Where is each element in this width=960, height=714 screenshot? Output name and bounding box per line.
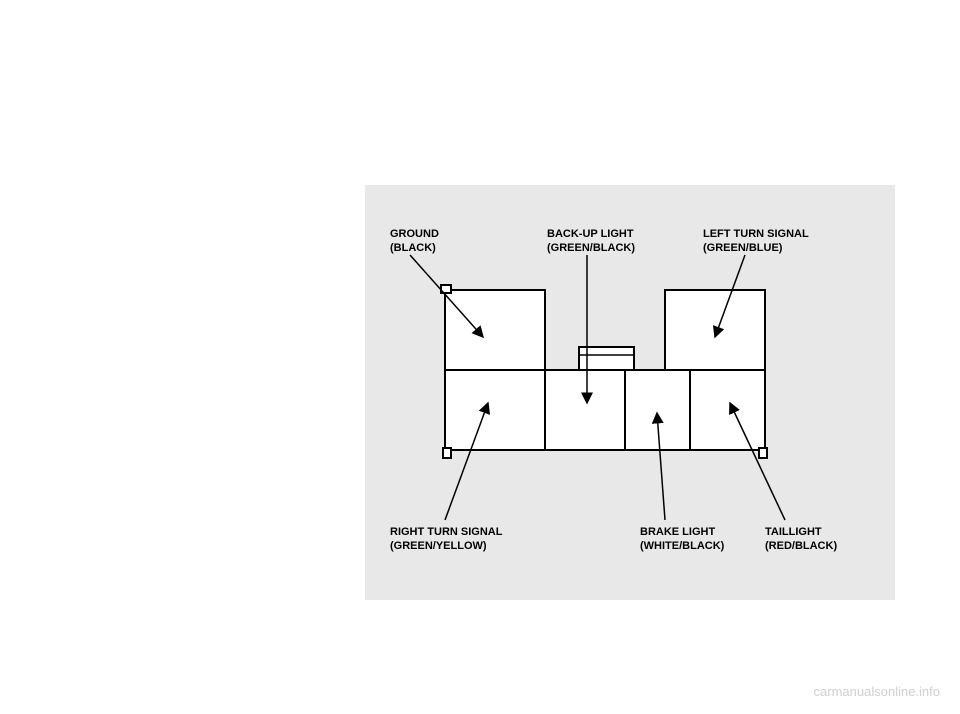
label-taillight: TAILLIGHT (RED/BLACK) <box>765 525 837 554</box>
label-right-turn-l2: (GREEN/YELLOW) <box>390 539 502 553</box>
label-ground-l2: (BLACK) <box>390 241 439 255</box>
label-right-turn: RIGHT TURN SIGNAL (GREEN/YELLOW) <box>390 525 502 554</box>
diagram-panel: GROUND (BLACK) BACK-UP LIGHT (GREEN/BLAC… <box>365 185 895 600</box>
label-right-turn-l1: RIGHT TURN SIGNAL <box>390 525 502 539</box>
label-taillight-l2: (RED/BLACK) <box>765 539 837 553</box>
label-brake-l1: BRAKE LIGHT <box>640 525 724 539</box>
label-ground-l1: GROUND <box>390 227 439 241</box>
label-ground: GROUND (BLACK) <box>390 227 439 256</box>
label-backup: BACK-UP LIGHT (GREEN/BLACK) <box>547 227 635 256</box>
label-left-turn: LEFT TURN SIGNAL (GREEN/BLUE) <box>703 227 809 256</box>
label-taillight-l1: TAILLIGHT <box>765 525 837 539</box>
watermark: carmanualsonline.info <box>814 684 940 699</box>
label-backup-l1: BACK-UP LIGHT <box>547 227 635 241</box>
label-backup-l2: (GREEN/BLACK) <box>547 241 635 255</box>
label-brake: BRAKE LIGHT (WHITE/BLACK) <box>640 525 724 554</box>
label-left-turn-l1: LEFT TURN SIGNAL <box>703 227 809 241</box>
label-left-turn-l2: (GREEN/BLUE) <box>703 241 809 255</box>
label-brake-l2: (WHITE/BLACK) <box>640 539 724 553</box>
